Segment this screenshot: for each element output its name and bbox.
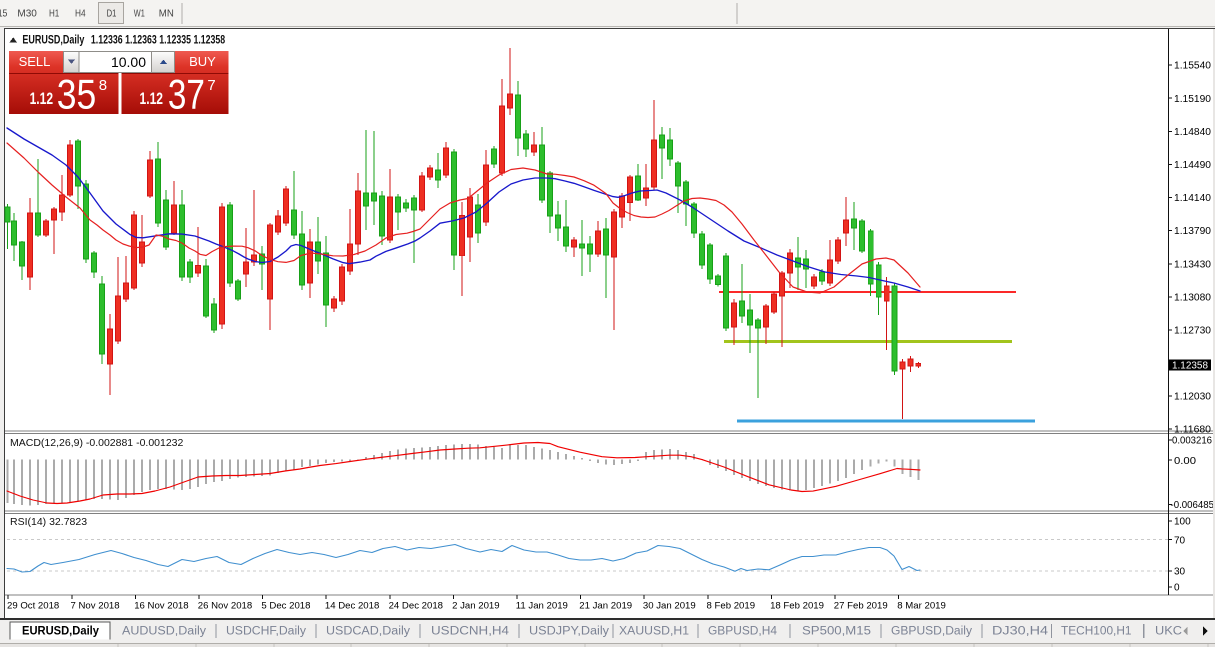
svg-text:USDCAD,Daily: USDCAD,Daily xyxy=(326,626,410,638)
svg-text:100: 100 xyxy=(1174,517,1191,528)
svg-text:W1: W1 xyxy=(134,8,145,20)
svg-text:DJ30,H4: DJ30,H4 xyxy=(992,626,1049,638)
svg-text:M15: M15 xyxy=(0,8,8,20)
svg-text:26 Nov 2018: 26 Nov 2018 xyxy=(198,601,252,612)
svg-text:MACD(12,26,9) -0.002881 -0.001: MACD(12,26,9) -0.002881 -0.001232 xyxy=(10,437,184,449)
svg-text:EURUSD,Daily: EURUSD,Daily xyxy=(22,35,84,47)
svg-text:0: 0 xyxy=(1174,582,1180,593)
svg-text:37: 37 xyxy=(168,71,205,118)
svg-text:GBPUSD,H4: GBPUSD,H4 xyxy=(708,626,778,638)
svg-text:8 Mar 2019: 8 Mar 2019 xyxy=(897,601,946,612)
svg-text:UKC: UKC xyxy=(1155,626,1182,638)
svg-text:XAUUSD,H1: XAUUSD,H1 xyxy=(619,626,689,638)
svg-text:1.15540: 1.15540 xyxy=(1174,61,1211,72)
svg-text:1.13790: 1.13790 xyxy=(1174,226,1211,237)
svg-text:27 Feb 2019: 27 Feb 2019 xyxy=(834,601,888,612)
svg-text:0.00: 0.00 xyxy=(1174,456,1196,467)
svg-text:1.12: 1.12 xyxy=(30,90,53,108)
svg-text:21 Jan 2019: 21 Jan 2019 xyxy=(579,601,632,612)
svg-text:70: 70 xyxy=(1174,535,1186,546)
svg-text:USDJPY,Daily: USDJPY,Daily xyxy=(529,626,609,638)
svg-text:1.15190: 1.15190 xyxy=(1174,94,1211,105)
svg-text:16 Nov 2018: 16 Nov 2018 xyxy=(134,601,188,612)
svg-text:1.11680: 1.11680 xyxy=(1174,425,1211,436)
svg-text:USDCHF,Daily: USDCHF,Daily xyxy=(226,626,306,638)
svg-text:29 Oct 2018: 29 Oct 2018 xyxy=(7,601,59,612)
svg-text:1.12336 1.12363 1.12335 1.1235: 1.12336 1.12363 1.12335 1.12358 xyxy=(91,35,226,47)
svg-text:8: 8 xyxy=(99,77,107,94)
svg-text:1.14840: 1.14840 xyxy=(1174,127,1211,138)
svg-text:11 Jan 2019: 11 Jan 2019 xyxy=(516,601,568,612)
svg-text:1.14490: 1.14490 xyxy=(1174,160,1211,171)
svg-text:EURUSD,Daily: EURUSD,Daily xyxy=(22,626,100,638)
svg-text:RSI(14) 32.7823: RSI(14) 32.7823 xyxy=(10,516,87,528)
svg-text:14 Dec 2018: 14 Dec 2018 xyxy=(325,601,379,612)
svg-text:30: 30 xyxy=(1174,567,1186,578)
svg-text:SELL: SELL xyxy=(19,54,51,69)
svg-text:M30: M30 xyxy=(17,8,37,20)
svg-text:35: 35 xyxy=(57,71,97,118)
svg-text:7 Nov 2018: 7 Nov 2018 xyxy=(71,601,120,612)
svg-text:1.12: 1.12 xyxy=(140,90,164,108)
svg-text:1.13430: 1.13430 xyxy=(1174,260,1211,271)
svg-text:0.003216: 0.003216 xyxy=(1172,436,1212,447)
svg-text:-0.006485: -0.006485 xyxy=(1171,500,1215,511)
svg-text:5 Dec 2018: 5 Dec 2018 xyxy=(261,601,310,612)
svg-text:TECH100,H1: TECH100,H1 xyxy=(1061,626,1132,638)
svg-text:SP500,M15: SP500,M15 xyxy=(802,626,871,638)
svg-text:AUDUSD,Daily: AUDUSD,Daily xyxy=(122,626,206,638)
svg-text:8 Feb 2019: 8 Feb 2019 xyxy=(707,601,756,612)
svg-text:H4: H4 xyxy=(75,8,86,20)
svg-text:USDCNH,H4: USDCNH,H4 xyxy=(431,626,510,638)
svg-text:10.00: 10.00 xyxy=(111,54,146,70)
svg-text:18 Feb 2019: 18 Feb 2019 xyxy=(770,601,824,612)
svg-text:D1: D1 xyxy=(107,8,117,20)
svg-text:MN: MN xyxy=(159,8,174,20)
svg-text:2 Jan 2019: 2 Jan 2019 xyxy=(452,601,499,612)
svg-text:30 Jan 2019: 30 Jan 2019 xyxy=(643,601,696,612)
svg-text:H1: H1 xyxy=(49,8,59,20)
svg-text:1.12730: 1.12730 xyxy=(1174,326,1211,337)
svg-text:GBPUSD,Daily: GBPUSD,Daily xyxy=(891,626,972,638)
svg-text:7: 7 xyxy=(207,77,215,94)
svg-text:1.12030: 1.12030 xyxy=(1174,392,1211,403)
svg-text:1.12358: 1.12358 xyxy=(1172,361,1208,372)
svg-text:24 Dec 2018: 24 Dec 2018 xyxy=(389,601,443,612)
svg-text:1.14140: 1.14140 xyxy=(1174,193,1211,204)
svg-text:BUY: BUY xyxy=(189,54,216,69)
svg-text:1.13080: 1.13080 xyxy=(1174,293,1211,304)
